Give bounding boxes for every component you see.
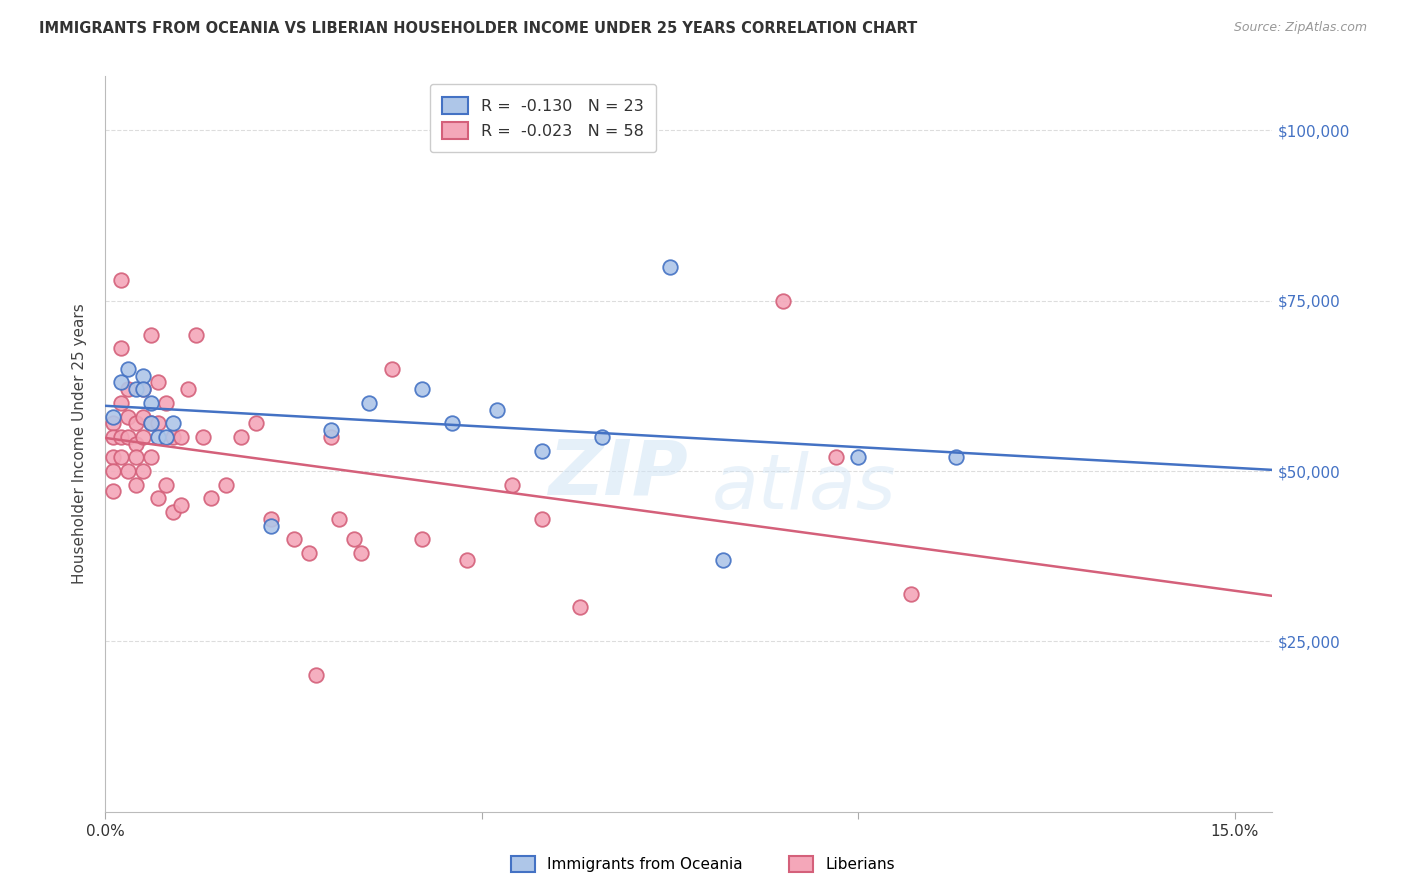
Legend: R =  -0.130   N = 23, R =  -0.023   N = 58: R = -0.130 N = 23, R = -0.023 N = 58 bbox=[430, 84, 657, 153]
Point bbox=[184, 327, 207, 342]
Point bbox=[139, 450, 162, 465]
Point bbox=[146, 491, 169, 506]
Point bbox=[177, 382, 200, 396]
Point bbox=[139, 417, 162, 431]
Point bbox=[132, 368, 155, 383]
Point bbox=[357, 396, 380, 410]
Point bbox=[139, 327, 162, 342]
Point bbox=[193, 430, 215, 444]
Point bbox=[132, 430, 155, 444]
Point bbox=[568, 600, 591, 615]
Point bbox=[124, 417, 146, 431]
Point bbox=[124, 477, 146, 491]
Point bbox=[229, 430, 252, 444]
Point bbox=[260, 518, 283, 533]
Point bbox=[501, 477, 523, 491]
Point bbox=[155, 477, 177, 491]
Point bbox=[110, 396, 132, 410]
Point bbox=[305, 668, 328, 682]
Point bbox=[343, 532, 366, 546]
Point bbox=[170, 498, 193, 512]
Point bbox=[117, 361, 139, 376]
Point bbox=[124, 450, 146, 465]
Point bbox=[146, 430, 169, 444]
Point bbox=[132, 464, 155, 478]
Y-axis label: Householder Income Under 25 years: Householder Income Under 25 years bbox=[72, 303, 87, 584]
Point bbox=[772, 293, 794, 308]
Text: Source: ZipAtlas.com: Source: ZipAtlas.com bbox=[1233, 21, 1367, 34]
Point bbox=[117, 409, 139, 424]
Point bbox=[380, 361, 402, 376]
Point bbox=[298, 546, 321, 560]
Point bbox=[101, 484, 124, 499]
Point bbox=[456, 552, 478, 566]
Point bbox=[132, 382, 155, 396]
Point bbox=[132, 409, 155, 424]
Point bbox=[155, 396, 177, 410]
Point bbox=[132, 382, 155, 396]
Point bbox=[110, 430, 132, 444]
Point bbox=[117, 382, 139, 396]
Point bbox=[117, 464, 139, 478]
Point bbox=[945, 450, 967, 465]
Point bbox=[110, 342, 132, 356]
Point bbox=[110, 450, 132, 465]
Text: atlas: atlas bbox=[713, 451, 897, 524]
Point bbox=[411, 382, 433, 396]
Point bbox=[900, 587, 922, 601]
Point bbox=[170, 430, 193, 444]
Point bbox=[260, 512, 283, 526]
Point bbox=[659, 260, 682, 274]
Point bbox=[711, 552, 734, 566]
Point bbox=[146, 417, 169, 431]
Point bbox=[440, 417, 463, 431]
Point bbox=[110, 273, 132, 287]
Point bbox=[101, 464, 124, 478]
Point bbox=[321, 430, 343, 444]
Point bbox=[200, 491, 222, 506]
Point bbox=[846, 450, 869, 465]
Point bbox=[321, 423, 343, 437]
Point bbox=[485, 402, 508, 417]
Point bbox=[110, 376, 132, 390]
Point bbox=[215, 477, 238, 491]
Point bbox=[101, 409, 124, 424]
Point bbox=[155, 430, 177, 444]
Point bbox=[824, 450, 846, 465]
Point bbox=[283, 532, 305, 546]
Point bbox=[350, 546, 373, 560]
Point bbox=[245, 417, 267, 431]
Point bbox=[117, 430, 139, 444]
Point bbox=[162, 430, 184, 444]
Point bbox=[591, 430, 613, 444]
Point bbox=[139, 396, 162, 410]
Point bbox=[162, 505, 184, 519]
Point bbox=[146, 376, 169, 390]
Point bbox=[124, 382, 146, 396]
Legend: Immigrants from Oceania, Liberians: Immigrants from Oceania, Liberians bbox=[503, 848, 903, 880]
Point bbox=[101, 450, 124, 465]
Point bbox=[101, 417, 124, 431]
Point bbox=[531, 443, 554, 458]
Point bbox=[328, 512, 350, 526]
Text: ZIP: ZIP bbox=[550, 436, 689, 510]
Point bbox=[162, 417, 184, 431]
Point bbox=[411, 532, 433, 546]
Point bbox=[139, 417, 162, 431]
Point bbox=[124, 436, 146, 450]
Point bbox=[531, 512, 554, 526]
Text: IMMIGRANTS FROM OCEANIA VS LIBERIAN HOUSEHOLDER INCOME UNDER 25 YEARS CORRELATIO: IMMIGRANTS FROM OCEANIA VS LIBERIAN HOUS… bbox=[39, 21, 918, 36]
Point bbox=[101, 430, 124, 444]
